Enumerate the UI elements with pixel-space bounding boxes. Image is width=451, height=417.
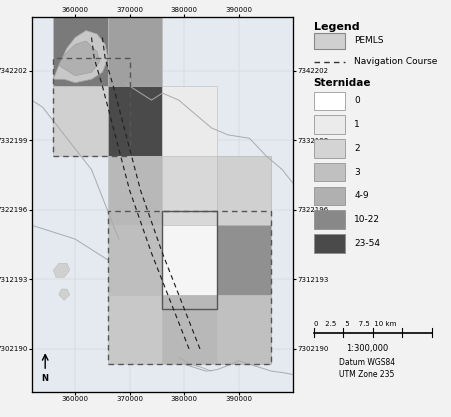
Bar [217,295,272,364]
Bar [108,17,162,86]
Text: 1:300,000: 1:300,000 [346,344,388,353]
Text: 1: 1 [354,120,360,129]
Polygon shape [53,264,70,277]
Text: 23-54: 23-54 [354,239,380,248]
Bar [314,234,345,253]
Bar [217,225,272,295]
Bar [217,156,272,225]
Text: Legend: Legend [314,22,359,32]
Bar [314,116,345,134]
Bar [217,225,272,295]
Bar [53,17,108,86]
Bar [53,58,130,156]
Polygon shape [59,289,70,300]
Bar [162,211,217,309]
Text: Navigation Course: Navigation Course [354,57,437,66]
Bar [108,295,162,364]
Bar [162,156,217,225]
Text: Datum WGS84: Datum WGS84 [339,358,395,367]
Bar [314,92,345,110]
Bar [108,211,272,364]
Text: 0: 0 [354,96,360,105]
Bar [314,33,345,49]
Bar [108,156,162,225]
Bar [217,156,272,225]
Bar [108,86,162,156]
Text: 2: 2 [354,144,360,153]
Polygon shape [53,30,108,83]
Bar [162,225,217,295]
Bar [53,86,108,156]
Text: Sternidae: Sternidae [314,78,371,88]
Bar [314,187,345,205]
Bar [108,225,162,295]
Text: N: N [41,374,49,383]
Polygon shape [59,41,100,76]
Text: 0   2.5    5    7.5  10 km: 0 2.5 5 7.5 10 km [314,321,396,327]
Text: 10-22: 10-22 [354,215,380,224]
Bar [314,163,345,181]
Text: PEMLS: PEMLS [354,36,384,45]
Text: 3: 3 [354,168,360,177]
Text: UTM Zone 235: UTM Zone 235 [340,370,395,379]
Bar [314,139,345,158]
Bar [217,295,272,364]
Bar [314,211,345,229]
Text: 4-9: 4-9 [354,191,369,201]
Bar [162,86,217,156]
Bar [162,295,217,364]
